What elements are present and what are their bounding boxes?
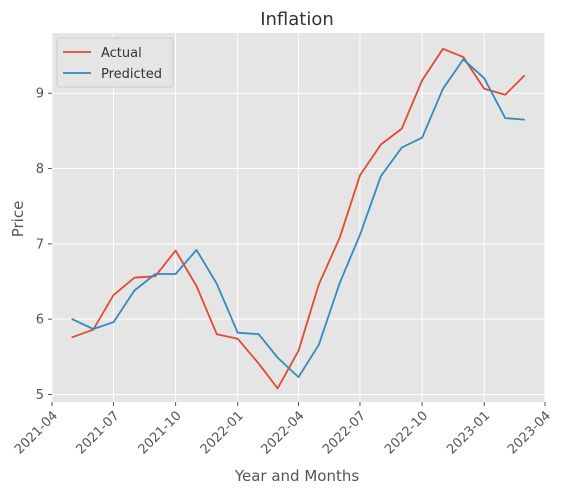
x-tick-label: 2022-04 [259, 408, 308, 457]
series-line-predicted [71, 58, 525, 379]
legend-label-predicted: Predicted [101, 67, 162, 82]
x-tick-label: 2021-10 [136, 408, 185, 457]
x-tick-label: 2021-04 [12, 408, 61, 457]
series-lines [71, 47, 525, 390]
x-tick-label: 2023-04 [505, 408, 554, 457]
series-line-actual [71, 47, 525, 390]
x-tick-label: 2022-01 [198, 408, 247, 457]
x-tick-label: 2022-07 [320, 408, 369, 457]
x-tick-label: 2021-07 [73, 408, 122, 457]
y-tick-label: 9 [36, 87, 44, 102]
gridlines [51, 33, 546, 402]
legend-label-actual: Actual [101, 46, 142, 61]
y-tick-label: 7 [36, 237, 44, 252]
y-tick-label: 6 [36, 313, 44, 328]
y-tick-label: 5 [36, 388, 44, 403]
x-axis-ticks: 2021-04 2021-07 2021-10 2022-01 2022-04 2022-… [12, 402, 554, 457]
chart-title: Inflation [260, 9, 334, 30]
y-axis-ticks: 5 6 7 8 9 [36, 87, 52, 403]
x-tick-label: 2023-01 [444, 408, 493, 457]
legend-box [56, 37, 174, 88]
y-tick-label: 8 [36, 162, 44, 177]
x-tick-label: 2022-10 [382, 408, 431, 457]
y-axis-label: Price [9, 201, 27, 238]
x-axis-label: Year and Months [234, 467, 360, 485]
legend: Actual Predicted [56, 37, 174, 88]
